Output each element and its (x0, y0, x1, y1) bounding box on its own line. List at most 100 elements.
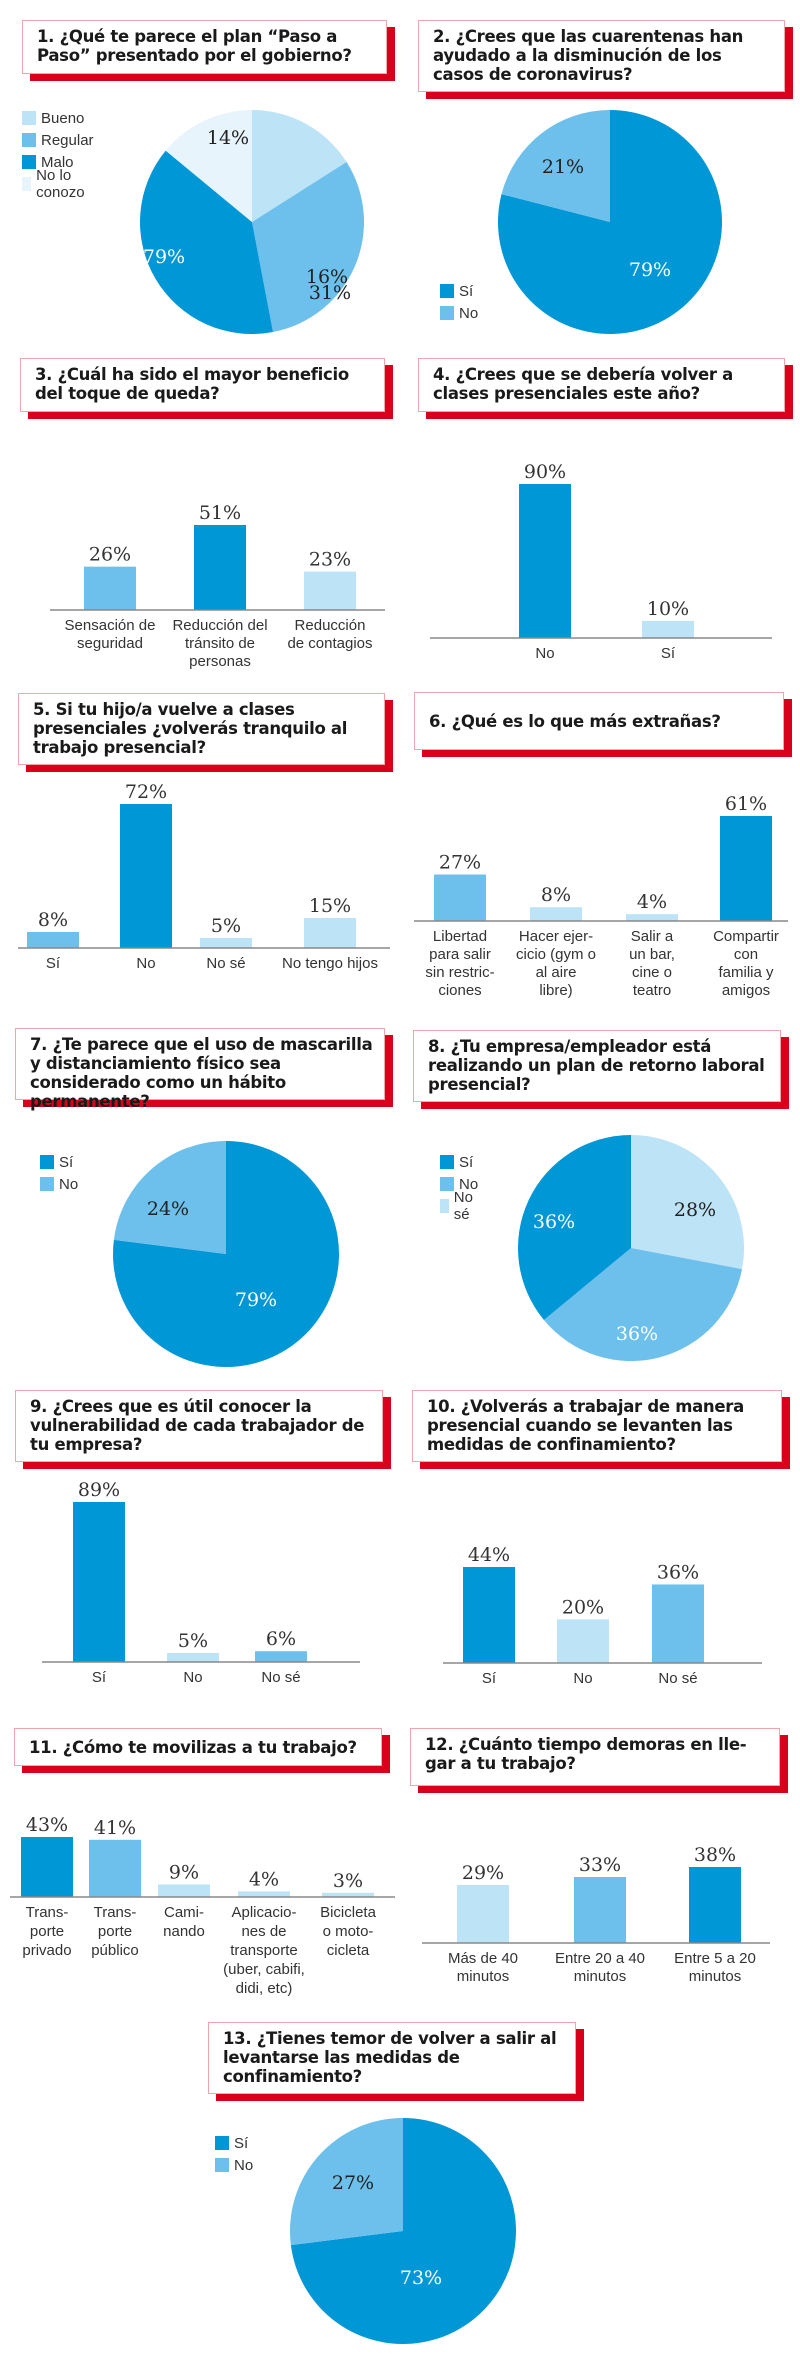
data-label-si: 79% (235, 1289, 277, 1311)
question-title-q13: 13. ¿Tienes temor de volver a salir al l… (208, 2022, 576, 2094)
bar-chart-q9: 89% Sí 5% No 6% No sé (42, 1479, 360, 1686)
legend-item-malo: Malo (22, 151, 94, 173)
category-label-aplicaciones-de-transporte-uber-cabifi-didi-etc: (uber, cabifi, (223, 1961, 305, 1978)
bar-reduccion-del-transito-de-personas (194, 525, 246, 610)
legend-swatch (40, 1155, 54, 1169)
pie-chart-q7: 79% 24% (113, 1141, 339, 1367)
legend-label: No (459, 1175, 479, 1193)
category-label-entre-20-a-40-minutos: minutos (574, 1968, 627, 1985)
data-label-aplicaciones-de-transporte-uber-cabifi-didi-etc: 4% (249, 1868, 279, 1890)
legend-swatch (440, 1177, 454, 1191)
question-title-q8: 8. ¿Tu empresa/empleador está realizando… (413, 1030, 781, 1102)
data-label-libertad-para-salir-sin-restricciones: 27% (439, 852, 481, 874)
legend-swatch (440, 1155, 454, 1169)
category-label-no-se: No sé (261, 1669, 300, 1686)
category-label-reduccion-de-contagios: Reducción (295, 617, 366, 634)
category-label-bicicleta-o-motocicleta: Bicicleta (320, 1904, 377, 1921)
category-label-salir-a-un-bar-cine-o-teatro: teatro (633, 982, 671, 999)
legend-swatch (40, 1177, 54, 1191)
data-label-no: 90% (524, 461, 566, 483)
pie-slice-regular (252, 161, 364, 333)
data-label-hacer-ejercicio-gym-o-al-aire-libre: 8% (541, 884, 571, 906)
bar-mas-de-40-minutos (457, 1885, 509, 1943)
data-label-no: 36% (616, 1323, 658, 1345)
bar-chart-q4: 90% No 10% Sí (430, 461, 772, 662)
data-label-transporte-publico: 41% (94, 1817, 136, 1839)
bar-si (27, 932, 79, 948)
category-label-mas-de-40-minutos: minutos (457, 1968, 510, 1985)
bar-no-se (652, 1584, 704, 1663)
data-label-compartir-con-familia-y-amigos: 61% (725, 793, 767, 815)
bar-caminando (158, 1884, 210, 1897)
category-label-transporte-publico: porte (98, 1923, 132, 1940)
bar-transporte-publico (89, 1839, 141, 1897)
category-label-no-se: No sé (658, 1670, 697, 1687)
category-label-caminando: Cami- (164, 1904, 204, 1921)
bar-chart-q11: 43% Trans-porte privado 41% Trans-porte públi… (10, 1814, 395, 1997)
legend-label: Sí (459, 1153, 474, 1171)
bar-entre-5-a-20-minutos (689, 1867, 741, 1943)
question-title-q12-line2: gar a tu trabajo? (425, 1754, 576, 1773)
data-label-mas-de-40-minutos: 29% (462, 1862, 504, 1884)
category-label-reduccion-de-contagios: de contagios (287, 635, 372, 652)
question-title-q11: 11. ¿Cómo te movilizas a tu trabajo? (14, 1728, 382, 1766)
legend-q1: Bueno Regular Malo No lo conozo (22, 107, 94, 201)
legend-label: Regular (41, 131, 94, 149)
question-title-q5: 5. Si tu hijo/a vuelve a clases presenci… (18, 693, 385, 765)
bar-no (167, 1653, 219, 1662)
legend-label: No (234, 2156, 254, 2174)
category-label-entre-5-a-20-minutos: minutos (689, 1968, 742, 1985)
data-label-no: 24% (147, 1198, 189, 1220)
legend-swatch (22, 111, 36, 125)
category-label-no: No (136, 955, 155, 972)
category-label-libertad-para-salir-sin-restricciones: Libertad (433, 928, 487, 945)
category-label-libertad-para-salir-sin-restricciones: sin restric- (425, 964, 494, 981)
category-label-sensacion-de-seguridad: seguridad (77, 635, 143, 652)
legend-q8: Sí No No sé (440, 1151, 478, 1223)
legend-swatch (22, 177, 32, 191)
pie-slice-si (290, 2118, 516, 2344)
legend-swatch (22, 133, 36, 147)
category-label-compartir-con-familia-y-amigos: familia y (718, 964, 774, 981)
question-title-q3: 3. ¿Cuál ha sido el mayor beneficio del … (20, 358, 385, 412)
data-label-bueno: 16% (306, 266, 348, 288)
category-label-no: No (183, 1669, 202, 1686)
bar-libertad-para-salir-sin-restricciones (434, 874, 486, 921)
legend-q2: Sí No (440, 280, 478, 324)
question-title-q7: 7. ¿Te parece que el uso de mascarilla y… (15, 1028, 385, 1111)
category-label-hacer-ejercicio-gym-o-al-aire-libre: cicio (gym o (516, 946, 596, 963)
category-label-si: Sí (92, 1669, 107, 1686)
legend-item-regular: Regular (22, 129, 94, 151)
question-title-q2: 2. ¿Crees que las cuarentenas han ayudad… (418, 20, 785, 92)
legend-item-no: No (440, 1173, 478, 1195)
legend-swatch (215, 2158, 229, 2172)
category-label-hacer-ejercicio-gym-o-al-aire-libre: al aire (536, 964, 577, 981)
data-label-transporte-privado: 43% (26, 1814, 68, 1836)
category-label-salir-a-un-bar-cine-o-teatro: cine o (632, 964, 672, 981)
data-label-si: 73% (400, 2267, 442, 2289)
category-label-reduccion-del-transito-de-personas: personas (189, 653, 251, 670)
data-label-si: 79% (629, 259, 671, 281)
category-label-transporte-publico: público (91, 1942, 139, 1959)
data-label-no: 21% (542, 156, 584, 178)
category-label-aplicaciones-de-transporte-uber-cabifi-didi-etc: didi, etc) (236, 1980, 293, 1997)
bar-entre-20-a-40-minutos (574, 1877, 626, 1943)
category-label-si: Sí (46, 955, 61, 972)
data-label-no: 5% (178, 1630, 208, 1652)
data-label-no-lo-conozo: 14% (207, 127, 249, 149)
question-title-q6: 6. ¿Qué es lo que más extrañas? (414, 692, 784, 750)
data-label-entre-5-a-20-minutos: 38% (694, 1844, 736, 1866)
data-label-reduccion-de-contagios: 23% (309, 549, 351, 571)
legend-label: Bueno (41, 109, 85, 127)
category-label-no: No (573, 1670, 592, 1687)
data-label-no-se: 36% (657, 1561, 699, 1583)
bar-transporte-privado (21, 1837, 73, 1897)
data-label-caminando: 9% (169, 1861, 199, 1883)
question-title-q4: 4. ¿Crees que se debería volver a clases… (418, 358, 785, 412)
pie-chart-q2: 79% 21% (498, 110, 722, 334)
data-label-no: 27% (332, 2172, 374, 2194)
pie-slice-bueno (252, 110, 347, 222)
category-label-aplicaciones-de-transporte-uber-cabifi-didi-etc: transporte (230, 1942, 298, 1959)
pie-slice-no (543, 1248, 742, 1361)
